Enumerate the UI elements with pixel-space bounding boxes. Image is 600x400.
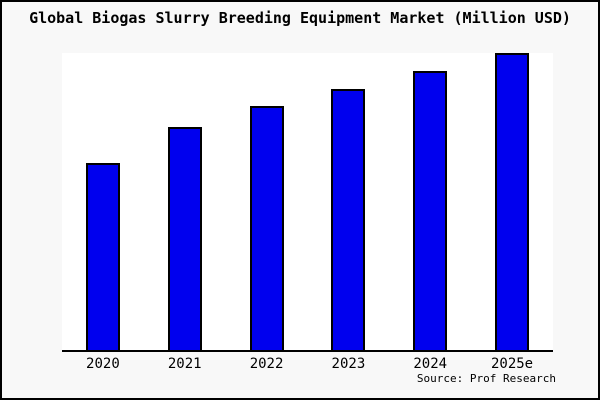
bar-2025e <box>495 53 530 350</box>
bar-2024 <box>413 70 448 350</box>
x-axis-labels: 2020 2021 2022 2023 2024 2025e <box>62 356 553 372</box>
x-tick-2023: 2023 <box>331 356 366 372</box>
bar-2020 <box>85 162 120 350</box>
bar-2021 <box>167 127 202 350</box>
source-label: Source: Prof Research <box>416 372 556 385</box>
x-tick-2024: 2024 <box>413 356 448 372</box>
x-tick-2021: 2021 <box>167 356 202 372</box>
x-tick-2025e: 2025e <box>490 356 534 372</box>
bar-2022 <box>249 106 284 350</box>
bars-container <box>62 53 553 350</box>
x-tick-2022: 2022 <box>249 356 284 372</box>
plot-area <box>62 53 553 352</box>
x-tick-2020: 2020 <box>86 356 120 372</box>
bar-2023 <box>331 88 366 350</box>
chart-title: Global Biogas Slurry Breeding Equipment … <box>29 9 571 27</box>
